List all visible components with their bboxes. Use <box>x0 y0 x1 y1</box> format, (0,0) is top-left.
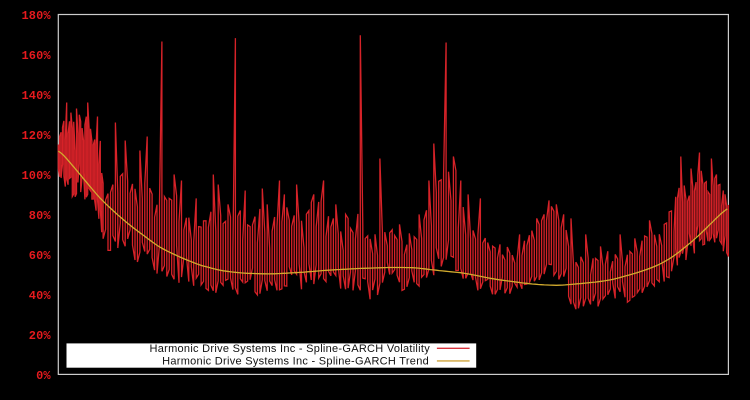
svg-text:Harmonic Drive Systems Inc - S: Harmonic Drive Systems Inc - Spline-GARC… <box>150 343 431 355</box>
svg-text:20%: 20% <box>29 329 52 343</box>
svg-text:80%: 80% <box>29 209 52 223</box>
svg-text:140%: 140% <box>21 89 51 103</box>
svg-text:180%: 180% <box>21 9 51 23</box>
svg-text:Harmonic Drive Systems Inc - S: Harmonic Drive Systems Inc - Spline-GARC… <box>162 356 429 368</box>
svg-text:100%: 100% <box>21 169 51 183</box>
svg-text:0%: 0% <box>36 369 51 383</box>
svg-text:160%: 160% <box>21 49 51 63</box>
svg-text:40%: 40% <box>29 289 52 303</box>
svg-text:60%: 60% <box>29 249 52 263</box>
svg-text:120%: 120% <box>21 129 51 143</box>
